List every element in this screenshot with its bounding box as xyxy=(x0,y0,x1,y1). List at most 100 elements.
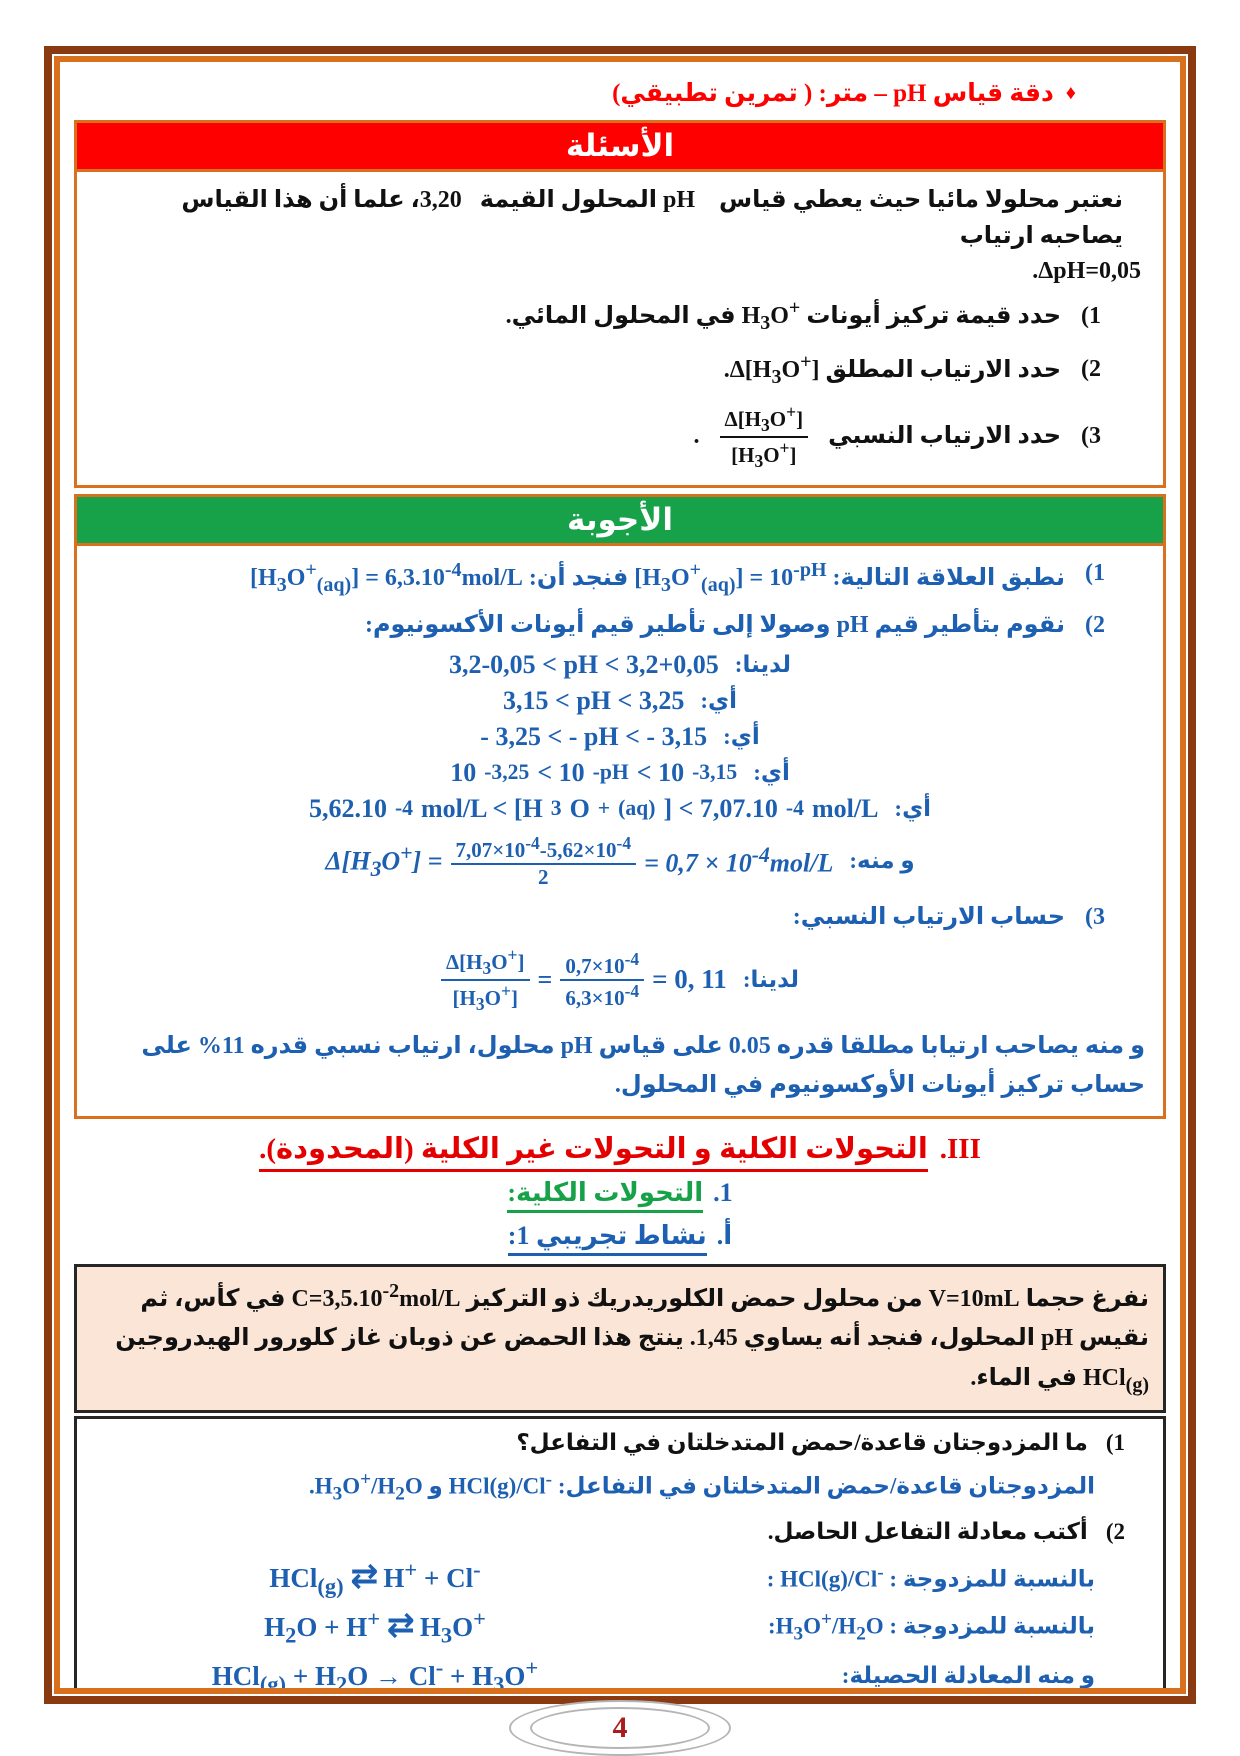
question-intro-delta: ΔpH=0,05. xyxy=(1032,258,1141,284)
step-equation: 3,15 < pH < 3,25 xyxy=(503,685,685,715)
answer-item-1: 1) نطبق العلاقة التالية: ‪[H3O+(aq)] = 1… xyxy=(87,552,1153,604)
couple-equation: H2O + H+ ⇄ H3O+ xyxy=(264,1606,486,1648)
step-label: أي: xyxy=(753,759,790,785)
item-text: نطبق العلاقة التالية: ‪[H3O+(aq)] = 10-p… xyxy=(250,558,1065,596)
couple-equation: HCl(g) ⇄ H+ + Cl- xyxy=(269,1556,481,1599)
fraction-numerator: 0,7×10-4 xyxy=(560,949,645,981)
relative-uncertainty-fraction: Δ[H3O+] [H3O+] xyxy=(719,402,809,472)
page-number-ellipse: 4 xyxy=(509,1700,731,1756)
question-intro: نعتبر محلولا مائيا حيث يعطي قياس pH المح… xyxy=(181,187,1123,249)
absolute-uncertainty-equation: و منه: Δ[H3O+] = 7,07×10-4-5,62×10-4 2 =… xyxy=(87,827,1153,896)
item-number: 1) xyxy=(1081,302,1101,329)
item-number: 1) xyxy=(1105,1429,1125,1455)
couple-equation-row-2: بالنسبة للمزدوجة : ‪H3O+/H2O‬: H2O + H+ … xyxy=(85,1602,1155,1651)
net-equation: HCl(g) + H2O → Cl- + H3O+ xyxy=(211,1654,539,1694)
subsection-title: التحولات الكلية: xyxy=(507,1178,704,1213)
page-number: 4 xyxy=(612,1711,628,1744)
question-item-3: 3) حدد الارتياب النسبي Δ[H3O+] [H3O+] . xyxy=(87,397,1153,477)
fraction-numerator: Δ[H3O+] xyxy=(440,945,530,981)
concentration-bounds-step: أي: 5,62.10 -4 mol/L < [H 3 O + (aq)] < 7,07.1… xyxy=(87,791,1153,827)
fraction-denominator: 2 xyxy=(538,864,549,889)
section-iii-heading: III. التحولات الكلية و التحولات غير الكل… xyxy=(72,1125,1168,1174)
item-text: حساب الارتياب النسبي: xyxy=(792,903,1065,930)
questions-panel: الأسئلة نعتبر محلولا مائيا حيث يعطي قياس… xyxy=(74,120,1166,488)
item-text: حدد قيمة تركيز أيونات ‪H3O+‬ في المحلول … xyxy=(505,297,1061,334)
item-number: 3) xyxy=(1081,423,1101,450)
answers-conclusion: و منه يصاحب ارتيابا مطلقا قدره 0.05 على … xyxy=(141,1033,1145,1098)
step-label: لدينا: xyxy=(742,966,800,992)
questions-body: نعتبر محلولا مائيا حيث يعطي قياس pH المح… xyxy=(77,172,1163,485)
equation-lhs: Δ[H3O+] = xyxy=(325,840,443,881)
answer-item-2: 2) نقوم بتأطير قيم pH وصولا إلى تأطير قي… xyxy=(87,604,1153,647)
fraction-denominator: 6,3×10-4 xyxy=(565,980,640,1010)
item-number: 2) xyxy=(1105,1519,1125,1545)
activity-question-1: 1) ما المزدوجتان قاعدة/حمض المتدخلتان في… xyxy=(85,1423,1155,1464)
answers-panel: الأجوبة 1) نطبق العلاقة التالية: ‪[H3O+(… xyxy=(74,493,1166,1119)
subsection-letter: أ. xyxy=(716,1220,733,1250)
couple-label: بالنسبة للمزدوجة : ‪H3O+/H2O‬: xyxy=(767,1608,1095,1645)
step-label: أي: xyxy=(894,795,932,821)
questions-banner: الأسئلة xyxy=(77,123,1163,172)
activity-answer-1: المزدوجتان قاعدة/حمض المتدخلتان في التفا… xyxy=(308,1469,1095,1505)
step-equation: 3,2-0,05 < pH < 3,2+0,05 xyxy=(448,649,719,679)
step-equation: 10 -3,25 < 10 -pH < 10 -3,15 xyxy=(450,757,738,787)
step-label: لدينا: xyxy=(734,651,792,677)
fraction-numerator: Δ[H3O+] xyxy=(719,402,809,438)
fraction-denominator: [H3O+] xyxy=(731,437,797,471)
couple-equation-row-1: بالنسبة للمزدوجة : ‪HCl(g)/Cl-‬ : HCl(g)… xyxy=(85,1553,1155,1602)
net-equation-row: و منه المعادلة الحصيلة: HCl(g) + H2O → C… xyxy=(85,1652,1155,1694)
item-text: نقوم بتأطير قيم pH وصولا إلى تأطير قيم أ… xyxy=(364,611,1065,638)
item-number: 2) xyxy=(1085,611,1105,638)
diamond-bullet-icon: ♦ xyxy=(1065,82,1076,104)
subsection-number: 1. xyxy=(713,1177,733,1207)
item-number: 3) xyxy=(1085,903,1105,930)
item-number: 2) xyxy=(1081,356,1101,383)
section-title: التحولات الكلية و التحولات غير الكلية (ا… xyxy=(259,1131,928,1172)
item-number: 1) xyxy=(1085,559,1105,586)
fraction-numerator: 7,07×10-4-5,62×10-4 xyxy=(450,833,637,865)
equation-body: Δ[H3O+] [H3O+] = 0,7×10-4 6,3×10-4 = 0, … xyxy=(440,945,727,1015)
subsection-a-heading: أ. نشاط تجريبي 1: xyxy=(72,1217,1168,1260)
item-text: ما المزدوجتان قاعدة/حمض المتدخلتان في ال… xyxy=(516,1429,1088,1455)
activity-question-2: 2) أكتب معادلة التفاعل الحاصل. xyxy=(85,1512,1155,1553)
answers-banner: الأجوبة xyxy=(77,496,1163,546)
item-text: أكتب معادلة التفاعل الحاصل. xyxy=(767,1519,1088,1545)
sentence-period: . xyxy=(693,423,700,450)
item-text: حدد الارتياب المطلق ‪Δ[H3O+]‬. xyxy=(723,350,1061,388)
equation-fraction-2: 0,7×10-4 6,3×10-4 xyxy=(560,949,645,1011)
question-item-2: 2) حدد الارتياب المطلق ‪Δ[H3O+]‬. xyxy=(87,343,1153,397)
step-label: أي: xyxy=(700,687,737,713)
section-number: III. xyxy=(939,1132,981,1165)
equation-fraction-1: Δ[H3O+] [H3O+] xyxy=(440,945,530,1015)
ph-bounds-step-1: لدينا: 3,2-0,05 < pH < 3,2+0,05 xyxy=(87,647,1153,683)
equation-rhs: = 0,7 × 10-4mol/L xyxy=(644,843,834,879)
doc-header: ♦ دقة قياس pH – متر: ( تمرين تطبيقي) xyxy=(72,66,1168,118)
page-number-inner-ellipse: 4 xyxy=(530,1707,710,1749)
answers-body: 1) نطبق العلاقة التالية: ‪[H3O+(aq)] = 1… xyxy=(77,546,1163,1116)
step-label: و منه: xyxy=(849,848,915,874)
net-equation-label: و منه المعادلة الحصيلة: xyxy=(841,1662,1095,1688)
subsection-title: نشاط تجريبي 1: xyxy=(507,1221,707,1256)
couple-label: بالنسبة للمزدوجة : ‪HCl(g)/Cl-‬ : xyxy=(766,1562,1095,1592)
relative-uncertainty-equation: لدينا: Δ[H3O+] [H3O+] = 0,7×10-4 6,3×10-… xyxy=(87,939,1153,1021)
step-equation: 5,62.10 -4 mol/L < [H 3 O + (aq)] < 7,07.10 -4 m… xyxy=(308,793,879,823)
equation-fraction: 7,07×10-4-5,62×10-4 2 xyxy=(450,833,637,890)
doc-title: دقة قياس pH – متر: ( تمرين تطبيقي) xyxy=(612,80,1054,107)
subsection-1-heading: 1. التحولات الكلية: xyxy=(72,1174,1168,1217)
item-text: حدد الارتياب النسبي xyxy=(828,423,1061,450)
ph-bounds-step-3: أي: - 3,25 < - pH < - 3,15 xyxy=(87,719,1153,755)
equation-body: Δ[H3O+] = 7,07×10-4-5,62×10-4 2 = 0,7 × … xyxy=(325,833,833,890)
step-equation: - 3,25 < - pH < - 3,15 xyxy=(480,721,708,751)
fraction-denominator: [H3O+] xyxy=(452,980,518,1015)
activity-qa-box: 1) ما المزدوجتان قاعدة/حمض المتدخلتان في… xyxy=(74,1415,1166,1694)
activity-statement-box: نفرغ حجما ‪V=10mL‬ من محلول حمض الكلوريد… xyxy=(74,1263,1166,1413)
equation-result: = 0, 11 xyxy=(652,964,727,995)
answer-item-3: 3) حساب الارتياب النسبي: xyxy=(87,896,1153,939)
equals-sign: = xyxy=(537,964,553,994)
page-frame-inner: ♦ دقة قياس pH – متر: ( تمرين تطبيقي) الأ… xyxy=(54,56,1186,1694)
ph-bounds-step-4: أي: 10 -3,25 < 10 -pH < 10 -3,15 xyxy=(87,755,1153,791)
page-frame: ♦ دقة قياس pH – متر: ( تمرين تطبيقي) الأ… xyxy=(44,46,1196,1704)
ph-bounds-step-2: أي: 3,15 < pH < 3,25 xyxy=(87,683,1153,719)
step-label: أي: xyxy=(723,723,760,749)
